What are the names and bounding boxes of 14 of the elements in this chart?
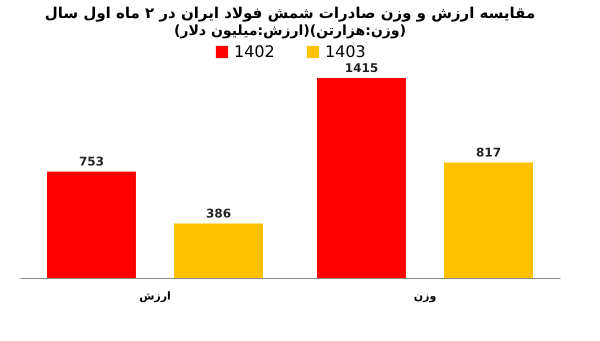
bar (174, 223, 263, 278)
x-tick-label: وزن (414, 290, 436, 302)
bar (317, 78, 406, 278)
legend-label: 1402 (234, 42, 275, 61)
legend-label: 1403 (325, 42, 366, 61)
data-label: 753 (78, 154, 104, 169)
chart-subtitle: (ارزش:میلیون دلار)(وزن:هزارتن) (174, 23, 406, 39)
x-tick-label: ارزش (139, 290, 171, 302)
data-label: 386 (206, 206, 232, 220)
chart-title: مقایسه ارزش و وزن صادرات شمش فولاد ایران در ۲ ماه اول سال (44, 4, 536, 22)
data-label: 1415 (344, 61, 378, 75)
bar (47, 172, 136, 278)
data-label: 817 (476, 146, 502, 160)
bar (444, 162, 533, 278)
